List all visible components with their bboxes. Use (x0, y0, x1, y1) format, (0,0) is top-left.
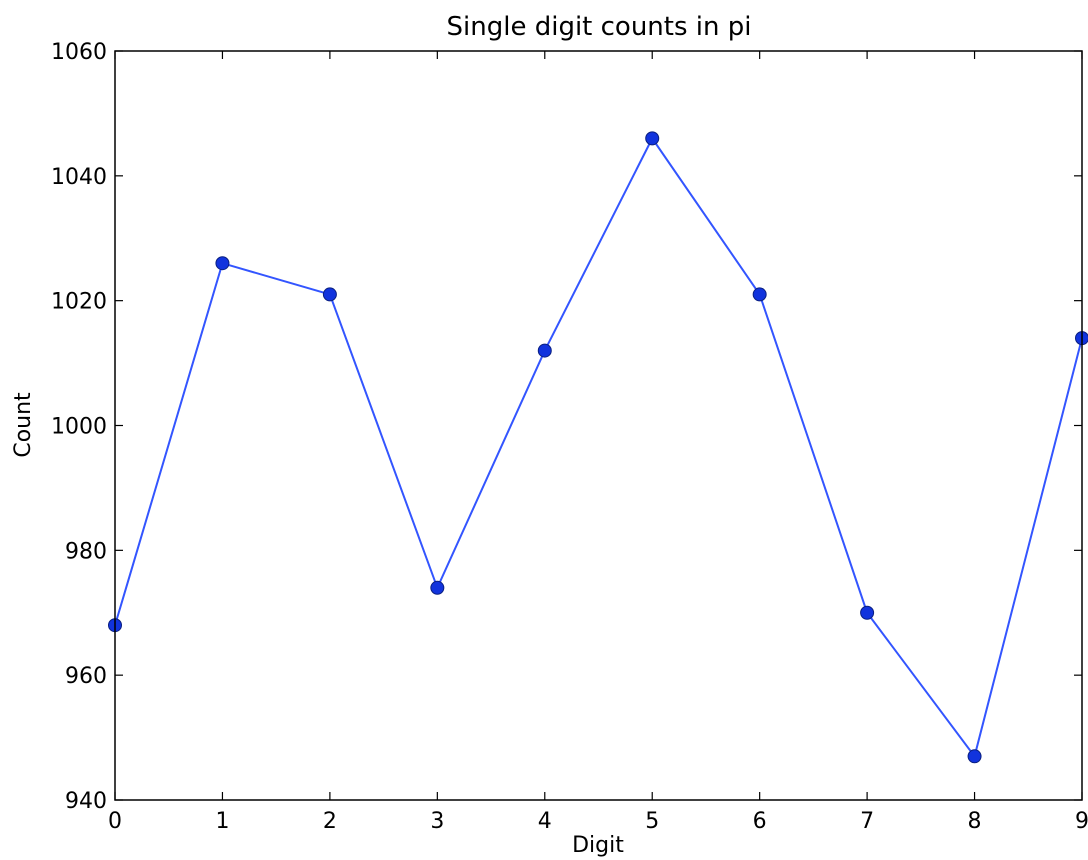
x-axis-tick-labels: 0 1 2 3 4 5 6 7 8 9 (108, 809, 1088, 834)
x-tick-label: 1 (215, 809, 229, 834)
series-layer (108, 131, 1088, 764)
data-point (215, 256, 230, 271)
series-line (114, 136, 1083, 759)
data-point (752, 287, 767, 302)
data-point (645, 131, 660, 146)
x-tick-label: 2 (323, 809, 337, 834)
chart-title: Single digit counts in pi (447, 12, 752, 42)
x-tick-label: 0 (108, 809, 122, 834)
y-tick-label: 960 (65, 664, 107, 689)
x-tick-label: 6 (753, 809, 767, 834)
y-tick-label: 1040 (51, 165, 107, 190)
y-axis-tick-labels: 940 960 980 1000 1020 1040 1060 (51, 40, 107, 814)
data-point (860, 605, 875, 620)
plot-background (115, 51, 1082, 800)
data-point (430, 580, 445, 595)
x-tick-label: 3 (430, 809, 444, 834)
data-point (967, 749, 982, 764)
y-tick-label: 1020 (51, 290, 107, 315)
x-axis-label: Digit (572, 833, 624, 858)
plot-area (115, 51, 1082, 800)
y-tick-label: 1000 (51, 415, 107, 440)
x-tick-label: 5 (645, 809, 659, 834)
data-point (537, 343, 552, 358)
x-tick-label: 8 (968, 809, 982, 834)
y-tick-label: 980 (65, 539, 107, 564)
plot-frame (114, 50, 1083, 801)
x-tick-label: 4 (538, 809, 552, 834)
data-point (322, 287, 337, 302)
y-axis-label: Count (11, 392, 36, 458)
y-tick-label: 940 (65, 789, 107, 814)
y-tick-label: 1060 (51, 40, 107, 65)
x-tick-label: 7 (860, 809, 874, 834)
x-tick-label: 9 (1075, 809, 1088, 834)
